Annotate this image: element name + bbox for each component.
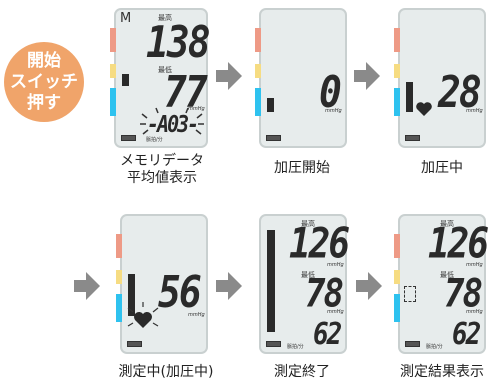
arrow-right-icon [356,272,382,300]
screen-inflating: 28 mmHg [394,8,486,148]
pressure-value: 28 [438,66,482,118]
pulse-label: 脈拍/分 [146,137,163,143]
screen-measuring: 56 mmHg [116,214,208,354]
screen-inflate-start: 0 mmHg [255,8,347,148]
level-indicator [128,274,135,316]
systolic-label: 最高 [158,14,172,22]
pressure-value: 56 [158,266,202,318]
battery-icon [405,135,420,141]
caption-inflating: 加圧中 [421,160,463,176]
level-bar-red [255,28,261,52]
caption-memory-average: メモリデータ 平均値表示 [104,153,220,187]
blink-rays-icon [140,107,204,135]
screen-measurement-complete: 最高 126 mmHg 最低 78 mmHg 62 脈拍/分 [259,214,350,354]
diastolic-value: 78 [305,271,344,317]
systolic-label: 最高 [440,220,454,228]
badge-line-1: 開始 [27,50,61,71]
level-bar-yellow [255,64,261,78]
heart-icon [416,102,432,116]
pulse-value: 62 [313,317,342,353]
level-indicator [406,82,413,112]
diastolic-label: 最低 [158,66,172,74]
battery-icon [127,341,142,347]
arrow-right-icon [216,62,242,90]
pulse-value: 62 [452,317,481,353]
level-bar-yellow [116,270,122,284]
level-indicator [122,74,129,86]
unit-label: mmHg [188,106,205,112]
pulse-label: 脈拍/分 [426,344,443,350]
caption-line-2: 平均値表示 [127,170,197,186]
blink-heart-icon [127,302,159,328]
screen-memory-average: M 最高 138 最低 77 mmHg -A03- 脈拍/分 [110,8,211,148]
screen-result-display: 最高 126 mmHg 最低 78 mmHg 62 脈拍/分 [394,214,489,354]
unit-label: mmHg [466,108,483,114]
level-bar-yellow [394,270,400,284]
level-bar-blue [110,88,116,116]
caption-measuring: 測定中(加圧中) [118,364,214,380]
systolic-value: 126 [289,220,350,269]
systolic-label: 最高 [301,220,315,228]
level-bar-blue [394,294,400,322]
diastolic-label: 最低 [440,271,454,279]
level-bar-red [110,28,116,52]
unit-label: mmHg [325,108,342,114]
full-level-bar [267,230,275,332]
arrow-right-icon [216,272,242,300]
unit-label-2: mmHg [327,309,344,315]
level-bar-blue [255,88,261,116]
memory-message: -A03- [147,110,199,138]
caption-line-1: メモリデータ [120,153,204,169]
level-bar-red [394,28,400,52]
pressure-value: 0 [319,66,342,118]
result-level-marker [404,286,416,302]
unit-label: mmHg [466,262,483,268]
badge-line-2: スイッチ [10,71,78,92]
battery-icon [121,135,136,141]
systolic-value: 138 [146,16,211,68]
diastolic-label: 最低 [301,271,315,279]
battery-icon [266,135,281,141]
arrow-right-icon [74,272,100,300]
arrow-right-icon [354,62,380,90]
caption-measurement-complete: 測定終了 [274,364,330,380]
caption-result-display: 測定結果表示 [400,364,484,380]
level-bar-red [394,234,400,258]
memory-mode-letter: M [120,11,132,26]
level-bar-blue [116,294,122,322]
start-switch-badge: 開始 スイッチ 押す [4,42,84,122]
battery-icon [405,341,420,347]
level-bar-red [116,234,122,258]
badge-line-3: 押す [27,92,61,113]
unit-label: mmHg [327,262,344,268]
pulse-label: 脈拍/分 [287,344,304,350]
diastolic-value: 78 [444,271,483,317]
diastolic-value: 77 [164,66,208,118]
battery-icon [266,341,281,347]
unit-label-2: mmHg [466,309,483,315]
level-indicator [267,98,274,112]
systolic-value: 126 [428,220,489,269]
level-bar-yellow [394,64,400,78]
caption-inflate-start: 加圧開始 [274,160,330,176]
level-bar-yellow [110,64,116,78]
unit-label: mmHg [188,312,205,318]
level-bar-blue [394,88,400,116]
